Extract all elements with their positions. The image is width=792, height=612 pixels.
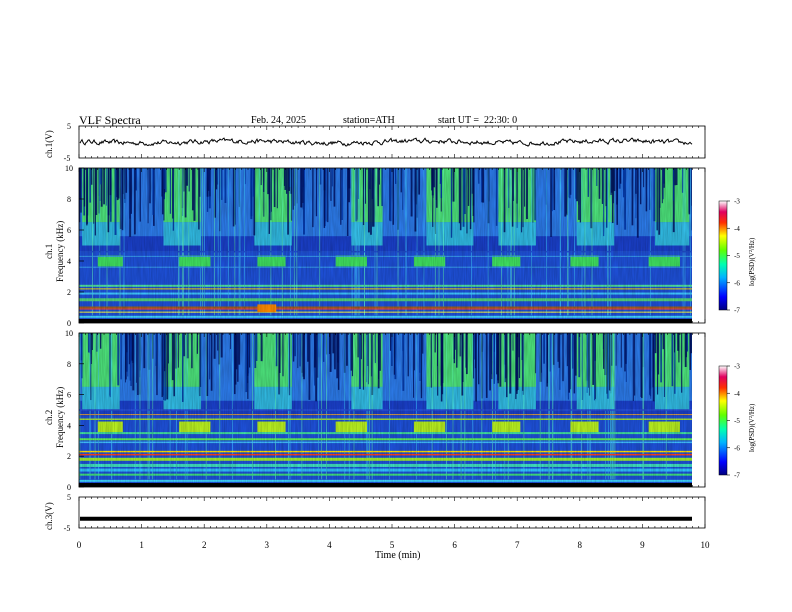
ch2-frequency-axis-label: ch.2 Frequency (kHz) (44, 387, 66, 448)
colorbar (718, 365, 728, 476)
ch1-voltage-axis-label: ch.1(V) (44, 130, 54, 158)
figure-title: VLF Spectra (79, 113, 141, 127)
ch2-frequency-axis-text: ch.2 Frequency (kHz) (44, 386, 65, 448)
ch1-spectrogram (79, 168, 730, 323)
ch2-colorbar-label: log(PSD)(V²/Hz) (748, 403, 756, 452)
ch1-voltage-trace (79, 137, 693, 147)
colorbar-tick-label: -4 (734, 390, 740, 398)
start-time-label: start UT = 22:30: 0 (438, 115, 518, 126)
ch1-ytick-5: 5 (67, 122, 71, 131)
y-tick-label: 6 (67, 226, 71, 235)
x-tick-label: 8 (578, 540, 583, 550)
x-axis-label: Time (min) (375, 550, 421, 561)
y-tick-label: 8 (67, 360, 71, 369)
ch3-ytick-neg5: -5 (64, 524, 71, 533)
y-tick-label: 4 (67, 421, 71, 430)
colorbar-tick-label: -5 (734, 417, 740, 425)
station-label: station=ATH (343, 115, 395, 126)
no-data-region (692, 168, 705, 323)
ch1-colorbar-label: log(PSD)(V²/Hz) (748, 237, 756, 286)
x-tick-label: 7 (515, 540, 520, 550)
x-tick-label: 2 (202, 540, 207, 550)
colorbar-tick-label: -6 (734, 444, 740, 452)
y-tick-label: 10 (65, 164, 73, 173)
x-tick-label: 0 (77, 540, 82, 550)
y-tick-label: 2 (67, 452, 71, 461)
colorbar-tick-label: -3 (734, 363, 740, 371)
noise-texture (79, 333, 692, 487)
x-tick-label: 5 (390, 540, 395, 550)
date-label: Feb. 24, 2025 (251, 115, 306, 126)
x-tick-label: 3 (265, 540, 270, 550)
ch1-frequency-axis-label: ch.1 Frequency (kHz) (44, 221, 66, 282)
y-tick-label: 0 (67, 483, 71, 492)
x-tick-label: 9 (640, 540, 645, 550)
colorbar-tick-label: -7 (734, 307, 740, 315)
y-tick-label: 2 (67, 288, 71, 297)
x-tick-label: 10 (701, 540, 711, 550)
noise-texture (79, 168, 692, 323)
colorbar-tick-label: -5 (734, 252, 740, 260)
ch3-voltage-axis-label: ch.3(V) (44, 502, 54, 530)
y-tick-label: 8 (67, 195, 71, 204)
colorbar-tick-label: -7 (734, 472, 740, 480)
no-data-region (692, 333, 705, 487)
colorbar (718, 200, 728, 311)
colorbar-tick-label: -6 (734, 279, 740, 287)
x-tick-label: 4 (327, 540, 332, 550)
y-tick-label: 0 (67, 319, 71, 328)
ch1-ytick-neg5: -5 (64, 154, 71, 163)
colorbar-tick-label: -3 (734, 198, 740, 206)
ch1-frequency-axis-text: ch.1 Frequency (kHz) (44, 220, 65, 282)
x-tick-label: 6 (452, 540, 457, 550)
ch2-spectrogram (79, 333, 730, 487)
y-tick-label: 10 (65, 329, 73, 338)
colorbar-tick-label: -4 (734, 225, 740, 233)
x-tick-label: 1 (139, 540, 144, 550)
ch3-ytick-5: 5 (67, 493, 71, 502)
ch3-voltage-panel (78, 496, 706, 529)
y-tick-label: 6 (67, 391, 71, 400)
y-tick-label: 4 (67, 257, 71, 266)
